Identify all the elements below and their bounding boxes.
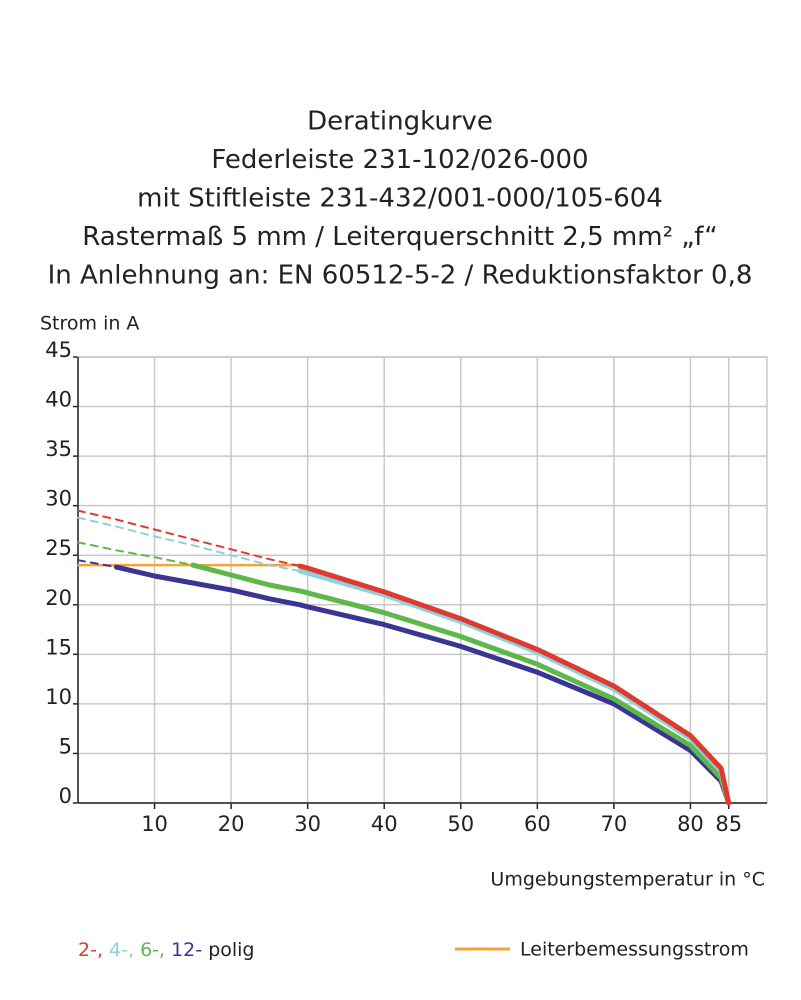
y-tick-label: 15: [45, 635, 72, 659]
legend-suffix: polig: [208, 939, 254, 961]
x-tick-label: 85: [715, 812, 742, 836]
y-tick-label: 30: [45, 487, 72, 511]
chart-title: mit Stiftleiste 231-432/001-000/105-604: [137, 184, 663, 214]
x-tick-label: 20: [218, 812, 245, 836]
chart-title: Federleiste 231-102/026-000: [211, 145, 588, 175]
y-tick-label: 45: [45, 338, 72, 362]
chart-title: Deratingkurve: [307, 107, 493, 137]
y-axis-label: Strom in A: [40, 313, 139, 335]
x-tick-label: 70: [601, 812, 628, 836]
y-tick-label: 35: [45, 437, 72, 461]
legend-entry: 4-,: [109, 939, 134, 961]
legend-entry: 6-,: [140, 939, 165, 961]
chart-title: Rastermaß 5 mm / Leiterquerschnitt 2,5 m…: [82, 222, 717, 252]
legend: 2-, 4-, 6-, 12- polig: [78, 939, 255, 961]
x-tick-label: 60: [524, 812, 551, 836]
y-tick-label: 0: [59, 784, 72, 808]
series-line: [297, 563, 732, 806]
y-tick-label: 40: [45, 388, 72, 412]
series-line: [190, 562, 732, 806]
y-tick-label: 20: [45, 586, 72, 610]
chart-title: In Anlehnung an: EN 60512-5-2 / Reduktio…: [48, 261, 753, 291]
x-axis-label: Umgebungstemperatur in °C: [490, 869, 765, 891]
x-tick-label: 40: [371, 812, 398, 836]
x-tick-label: 30: [294, 812, 321, 836]
series-dashed-line: [77, 509, 301, 568]
y-tick-label: 10: [45, 685, 72, 709]
y-tick-label: 25: [45, 536, 72, 560]
x-tick-label: 80: [677, 812, 704, 836]
x-tick-label: 10: [141, 812, 168, 836]
series-dashed-line: [77, 559, 118, 569]
series-line: [113, 564, 732, 806]
legend-entry: 2-,: [78, 939, 103, 961]
y-tick-label: 5: [59, 734, 72, 758]
legend-entry: Leiterbemessungsstrom: [520, 939, 749, 961]
series-dashed-line: [77, 541, 194, 567]
series-dashed-line: [77, 516, 301, 573]
x-tick-label: 50: [447, 812, 474, 836]
legend-entry: 12-: [171, 939, 202, 961]
